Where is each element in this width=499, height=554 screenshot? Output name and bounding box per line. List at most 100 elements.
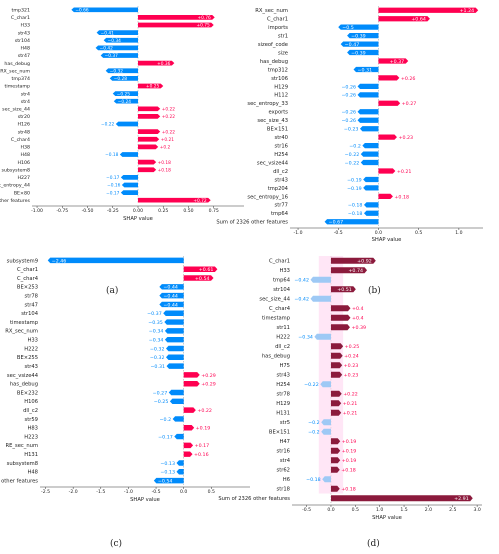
x-tick-label: 0.5: [352, 507, 359, 513]
value-label: −0.26: [341, 93, 356, 99]
bar-b-15: [378, 134, 397, 140]
bar-b-24: [363, 210, 379, 216]
category-label: H131: [276, 411, 290, 417]
value-label: −0.39: [351, 33, 366, 39]
value-label: +0.29: [201, 382, 216, 388]
value-label: +0.54: [195, 276, 210, 282]
value-label: +0.19: [342, 458, 357, 464]
bar-a-4: [103, 37, 138, 43]
bar-a-11: [112, 91, 138, 96]
value-label: −0.22: [345, 160, 360, 166]
value-label: −0.25: [154, 399, 169, 405]
category-label: BE×151: [267, 127, 288, 133]
bar-b-12: [357, 109, 379, 115]
value-label: +0.24: [344, 354, 359, 360]
bar-c-23: [176, 460, 184, 466]
value-label: +0.21: [343, 411, 358, 417]
bar-d-18: [321, 428, 331, 435]
x-tick-label: 0.5: [415, 230, 422, 236]
value-label: −0.35: [148, 320, 163, 326]
value-label: −0.2: [308, 430, 320, 436]
bar-b-13: [357, 117, 379, 123]
category-label: H83: [27, 426, 38, 432]
category-label: subsystem8: [7, 461, 38, 467]
category-label: str4: [21, 99, 30, 105]
x-tick-label: 3.0: [473, 507, 480, 513]
value-label: −0.42: [100, 46, 114, 52]
bar-b-22: [378, 193, 393, 200]
bar-a-23: [121, 182, 138, 188]
value-label: +0.36: [157, 61, 171, 67]
bar-a-10: [138, 83, 164, 89]
value-label: +0.92: [357, 259, 372, 265]
category-label: str78: [25, 294, 38, 300]
bar-b-10: [357, 92, 379, 98]
bar-c-13: [183, 372, 200, 378]
value-label: +0.23: [398, 135, 413, 141]
value-label: +0.21: [161, 137, 175, 143]
category-label: has_debug: [260, 59, 288, 65]
bar-c-15: [168, 389, 184, 396]
value-label: +0.26: [401, 76, 416, 82]
bar-d-16: [330, 409, 342, 416]
value-label: +0.25: [146, 84, 160, 90]
x-tick-label: 2.5: [449, 507, 456, 513]
category-label: Sum of 2326 other features: [216, 220, 288, 226]
category-label: timestamp: [262, 316, 291, 322]
category-label: H47: [279, 439, 290, 445]
category-label: exports: [268, 110, 288, 116]
bar-d-7: [330, 324, 350, 331]
category-label: str77: [275, 203, 288, 209]
category-label: H129: [276, 401, 290, 407]
category-label: C_char4: [11, 137, 30, 143]
category-label: H129: [274, 84, 288, 90]
value-label: +0.18: [341, 468, 356, 474]
value-label: +0.4: [352, 316, 364, 322]
value-label: −0.31: [150, 364, 165, 370]
category-label: tmp321: [12, 8, 30, 14]
category-label: H223: [24, 434, 38, 440]
category-label: C_char1: [267, 17, 288, 23]
category-label: str104: [273, 287, 290, 293]
category-label: dll_c2: [275, 344, 290, 350]
bar-c-1: [183, 266, 218, 272]
bar-a-3: [96, 30, 138, 36]
x-axis-label: SHAP value: [372, 515, 402, 521]
category-label: size: [278, 50, 288, 56]
value-label: +0.39: [351, 325, 366, 331]
category-label: str48: [18, 129, 30, 135]
category-label: str43: [25, 364, 38, 370]
category-label: str20: [18, 114, 30, 120]
bar-b-6: [378, 58, 409, 64]
value-label: −0.34: [298, 335, 313, 341]
value-label: +0.22: [162, 114, 176, 120]
bar-b-8: [378, 75, 400, 81]
category-label: BE×232: [17, 390, 38, 396]
category-label: C_char1: [17, 267, 38, 273]
panel-label-c: (c): [110, 539, 123, 549]
value-label: −0.26: [341, 84, 356, 90]
category-label: H227: [17, 175, 30, 181]
category-label: has_debug: [10, 382, 38, 388]
bar-c-3: [159, 284, 184, 290]
bar-b-23: [363, 202, 379, 208]
value-label: +0.21: [397, 169, 412, 175]
bar-d-14: [330, 390, 342, 397]
value-label: −0.39: [351, 50, 366, 56]
category-label: imports: [268, 25, 288, 31]
value-label: +0.75: [196, 23, 210, 29]
value-label: −0.41: [101, 30, 115, 36]
value-label: +0.72: [193, 198, 207, 204]
category-label: BE×80: [14, 190, 30, 196]
value-label: −0.13: [160, 461, 175, 467]
bar-a-7: [138, 60, 175, 66]
bar-b-14: [359, 126, 379, 132]
bar-d-12: [330, 371, 343, 378]
value-label: −0.17: [106, 175, 120, 181]
category-label: str18: [277, 487, 290, 493]
category-label: tmp204: [268, 186, 289, 192]
category-label: H222: [24, 346, 38, 352]
panel-label-b: (b): [368, 286, 381, 296]
